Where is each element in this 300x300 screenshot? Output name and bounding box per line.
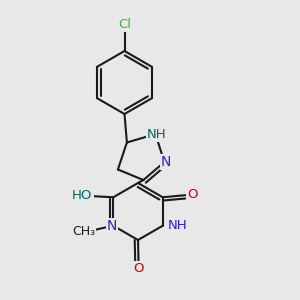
Text: O: O <box>188 188 198 201</box>
Text: N: N <box>161 155 171 169</box>
Text: Cl: Cl <box>118 17 131 31</box>
Text: HO: HO <box>72 189 93 202</box>
Text: N: N <box>106 219 117 233</box>
Text: CH₃: CH₃ <box>72 225 95 238</box>
Text: NH: NH <box>147 128 167 141</box>
Text: O: O <box>133 262 144 275</box>
Text: NH: NH <box>167 219 187 232</box>
